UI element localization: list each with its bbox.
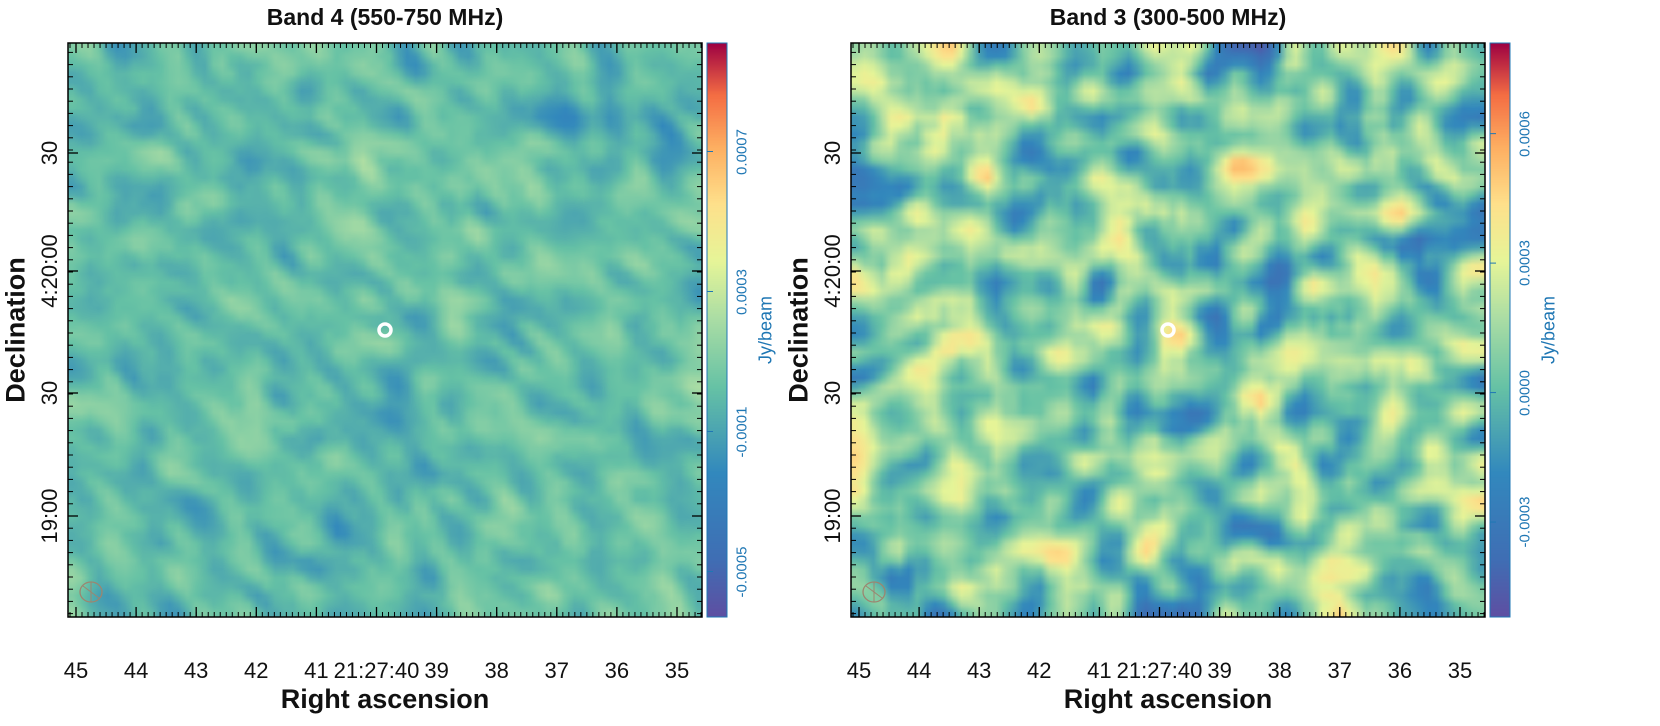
y-tick-label: 4:20:00	[820, 234, 845, 308]
x-tick-label: 37	[544, 658, 570, 683]
plot-frame	[850, 42, 1486, 618]
x-tick-label: 36	[604, 658, 630, 683]
beam-ellipse	[862, 581, 886, 603]
x-tick-label: 45	[846, 658, 872, 683]
x-tick-label: 21:27:40	[1116, 658, 1203, 683]
y-tick-label: 30	[37, 140, 62, 166]
x-tick-label: 38	[1267, 658, 1292, 683]
colorbar-tick-label: -0.0001	[733, 406, 751, 457]
y-tick-label: 4:20:00	[37, 234, 62, 308]
band3-colorbar-label: Jy/beam	[1538, 295, 1559, 365]
x-tick-label: 41	[1087, 658, 1112, 683]
y-tick-label: 30	[37, 380, 62, 406]
band3-colorbar	[1490, 43, 1510, 617]
colorbar-tick-label: -0.0005	[733, 546, 751, 597]
colorbar-frame	[706, 42, 728, 618]
x-tick-label: 39	[1207, 658, 1232, 683]
x-tick-label: 36	[1387, 658, 1413, 683]
band3-axes	[850, 42, 1511, 618]
x-tick-label: 45	[63, 658, 89, 683]
band4-image	[68, 43, 702, 617]
x-tick-label: 39	[424, 658, 449, 683]
band4-x-axis-label: Right ascension	[280, 684, 490, 714]
x-tick-label: 43	[966, 658, 992, 683]
x-tick-label: 35	[664, 658, 690, 683]
x-tick-label: 38	[484, 658, 509, 683]
band4-colorbar-label: Jy/beam	[755, 295, 776, 365]
colorbar-tick-label: -0.0003	[1516, 496, 1534, 548]
colorbar-frame	[1489, 42, 1511, 618]
y-tick-label: 30	[820, 380, 845, 406]
x-tick-label: 35	[1447, 658, 1473, 683]
colorbar-tick-label: 0.0003	[1516, 240, 1534, 287]
y-tick-label: 19:00	[37, 488, 62, 544]
band3-y-axis-label: Declination	[783, 257, 814, 403]
x-tick-label: 44	[123, 658, 149, 683]
beam-ellipse	[79, 581, 103, 603]
x-tick-label: 42	[244, 658, 269, 683]
band3-image	[851, 43, 1485, 617]
x-tick-label: 21:27:40	[333, 658, 420, 683]
y-tick-label: 19:00	[820, 488, 845, 544]
colorbar-tick-label: 0.0003	[733, 268, 751, 315]
band4-panel: Band 4 (550-750 MHz) Right ascension Dec…	[0, 4, 776, 714]
band4-y-axis-label: Declination	[0, 257, 31, 403]
band4-axes	[67, 42, 728, 618]
x-tick-label: 44	[906, 658, 932, 683]
colorbar-tick-label: 0.0007	[733, 128, 751, 175]
colorbar-tick-label: 0.0006	[1516, 110, 1534, 157]
x-tick-label: 37	[1327, 658, 1353, 683]
band3-x-axis-label: Right ascension	[1063, 684, 1273, 714]
plot-frame	[67, 42, 703, 618]
colorbar-tick-label: 0.0000	[1516, 369, 1534, 416]
source-marker	[1160, 322, 1176, 338]
band4-title: Band 4 (550-750 MHz)	[266, 4, 504, 30]
source-marker	[377, 322, 393, 338]
y-tick-label: 30	[820, 140, 845, 166]
band3-title: Band 3 (300-500 MHz)	[1049, 4, 1287, 30]
band4-colorbar	[707, 43, 727, 617]
x-tick-label: 43	[183, 658, 209, 683]
band3-panel: Band 3 (300-500 MHz) Right ascension Dec…	[783, 0, 1613, 726]
x-tick-label: 42	[1027, 658, 1052, 683]
x-tick-label: 41	[304, 658, 329, 683]
